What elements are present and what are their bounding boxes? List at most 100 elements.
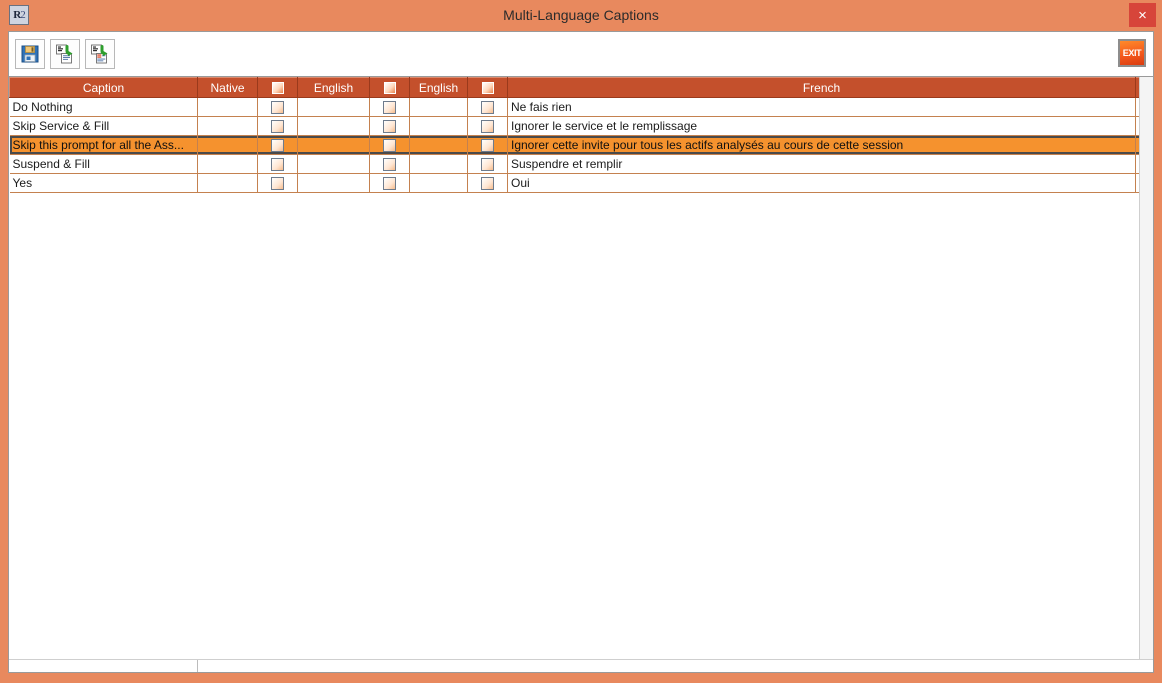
- cell-caption[interactable]: Do Nothing: [9, 97, 198, 117]
- cell-english2[interactable]: [409, 135, 468, 155]
- table-row[interactable]: Suspend & Fill Suspendre et remplir: [9, 154, 1139, 174]
- cell-native[interactable]: [197, 116, 258, 136]
- cell-english1[interactable]: [297, 173, 370, 193]
- table-row[interactable]: Yes Oui: [9, 173, 1139, 193]
- cell-english2[interactable]: [409, 173, 468, 193]
- cell-native[interactable]: [197, 97, 258, 117]
- cell-native_cb[interactable]: [257, 116, 298, 136]
- column-header-french_cb-checkbox[interactable]: [1135, 77, 1139, 98]
- checkbox-eng2_cb[interactable]: [481, 139, 494, 153]
- window-title: Multi-Language Captions: [503, 7, 659, 23]
- checkbox-native_cb[interactable]: [271, 101, 284, 115]
- cell-french[interactable]: Oui: [507, 173, 1136, 193]
- column-header-native_cb-checkbox[interactable]: [257, 77, 298, 98]
- cell-eng2_cb[interactable]: [467, 97, 508, 117]
- cell-eng2_cb[interactable]: [467, 154, 508, 174]
- cell-english1[interactable]: [297, 97, 370, 117]
- cell-eng1_cb[interactable]: [369, 154, 410, 174]
- window-bottom-padding: [8, 673, 1154, 683]
- cell-eng2_cb[interactable]: [467, 135, 508, 155]
- cell-eng1_cb[interactable]: [369, 116, 410, 136]
- cell-english1[interactable]: [297, 154, 370, 174]
- document-export-icon: [90, 44, 110, 64]
- horizontal-scrollbar[interactable]: [9, 659, 1153, 672]
- table-row[interactable]: Skip Service & Fill Ignorer le service et…: [9, 116, 1139, 136]
- cell-french_cb[interactable]: [1135, 97, 1139, 117]
- table-header-row: Caption Native English English French: [9, 77, 1139, 98]
- cell-english1[interactable]: [297, 116, 370, 136]
- checkbox-native_cb[interactable]: [271, 120, 284, 134]
- checkbox-eng1_cb[interactable]: [383, 139, 396, 153]
- checkbox-native_cb[interactable]: [271, 177, 284, 191]
- column-header-french[interactable]: French: [507, 77, 1136, 98]
- exit-button[interactable]: EXIT: [1118, 39, 1146, 67]
- cell-eng2_cb[interactable]: [467, 173, 508, 193]
- table-row[interactable]: Skip this prompt for all the Ass... Ignor…: [9, 135, 1139, 155]
- grid-scroll-region: Caption Native English English French Do Not…: [9, 77, 1139, 659]
- column-header-english2[interactable]: English: [409, 77, 468, 98]
- vertical-scrollbar[interactable]: [1139, 77, 1153, 659]
- cell-caption[interactable]: Suspend & Fill: [9, 154, 198, 174]
- horizontal-scrollbar-thumb[interactable]: [9, 660, 198, 672]
- checkbox-eng1_cb[interactable]: [383, 177, 396, 191]
- import-captions-button[interactable]: [50, 39, 80, 69]
- cell-eng2_cb[interactable]: [467, 116, 508, 136]
- cell-french[interactable]: Suspendre et remplir: [507, 154, 1136, 174]
- cell-native[interactable]: [197, 154, 258, 174]
- cell-english2[interactable]: [409, 97, 468, 117]
- cell-french[interactable]: Ignorer le service et le remplissage: [507, 116, 1136, 136]
- checkbox-eng1_cb[interactable]: [383, 120, 396, 134]
- checkbox-eng2_cb[interactable]: [481, 120, 494, 134]
- captions-grid: Caption Native English English French Do Not…: [8, 76, 1154, 673]
- header-checkbox-native_cb[interactable]: [271, 82, 284, 95]
- column-header-caption[interactable]: Caption: [9, 77, 198, 98]
- column-header-english1[interactable]: English: [297, 77, 370, 98]
- checkbox-native_cb[interactable]: [271, 158, 284, 172]
- cell-native_cb[interactable]: [257, 154, 298, 174]
- document-import-icon: [55, 44, 75, 64]
- checkbox-eng2_cb[interactable]: [481, 158, 494, 172]
- cell-caption[interactable]: Skip Service & Fill: [9, 116, 198, 136]
- captions-table: Caption Native English English French Do Not…: [9, 77, 1139, 193]
- cell-eng1_cb[interactable]: [369, 173, 410, 193]
- cell-native[interactable]: [197, 173, 258, 193]
- table-body: Do Nothing Ne fais rien Skip Service & Fil…: [9, 97, 1139, 193]
- cell-english2[interactable]: [409, 154, 468, 174]
- cell-native[interactable]: [197, 135, 258, 155]
- close-window-button[interactable]: ×: [1129, 3, 1156, 27]
- table-row[interactable]: Do Nothing Ne fais rien: [9, 97, 1139, 117]
- cell-french[interactable]: Ignorer cette invite pour tous les actif…: [507, 135, 1136, 155]
- column-header-eng2_cb-checkbox[interactable]: [467, 77, 508, 98]
- cell-native_cb[interactable]: [257, 97, 298, 117]
- cell-eng1_cb[interactable]: [369, 135, 410, 155]
- export-captions-button[interactable]: [85, 39, 115, 69]
- cell-french_cb[interactable]: [1135, 154, 1139, 174]
- cell-french[interactable]: Ne fais rien: [507, 97, 1136, 117]
- cell-eng1_cb[interactable]: [369, 97, 410, 117]
- save-button[interactable]: [15, 39, 45, 69]
- cell-french_cb[interactable]: [1135, 135, 1139, 155]
- floppy-disk-icon: [20, 44, 40, 64]
- horizontal-scrollbar-track[interactable]: [198, 660, 1153, 672]
- checkbox-eng2_cb[interactable]: [481, 177, 494, 191]
- cell-english1[interactable]: [297, 135, 370, 155]
- cell-caption[interactable]: Skip this prompt for all the Ass...: [9, 135, 198, 155]
- column-header-native[interactable]: Native: [197, 77, 258, 98]
- checkbox-eng2_cb[interactable]: [481, 101, 494, 115]
- cell-french_cb[interactable]: [1135, 173, 1139, 193]
- cell-native_cb[interactable]: [257, 135, 298, 155]
- header-checkbox-eng1_cb[interactable]: [383, 82, 396, 95]
- toolbar: EXIT: [8, 31, 1154, 76]
- cell-english2[interactable]: [409, 116, 468, 136]
- checkbox-native_cb[interactable]: [271, 139, 284, 153]
- cell-caption[interactable]: Yes: [9, 173, 198, 193]
- column-header-eng1_cb-checkbox[interactable]: [369, 77, 410, 98]
- checkbox-eng1_cb[interactable]: [383, 101, 396, 115]
- checkbox-eng1_cb[interactable]: [383, 158, 396, 172]
- cell-native_cb[interactable]: [257, 173, 298, 193]
- cell-french_cb[interactable]: [1135, 116, 1139, 136]
- header-checkbox-eng2_cb[interactable]: [481, 82, 494, 95]
